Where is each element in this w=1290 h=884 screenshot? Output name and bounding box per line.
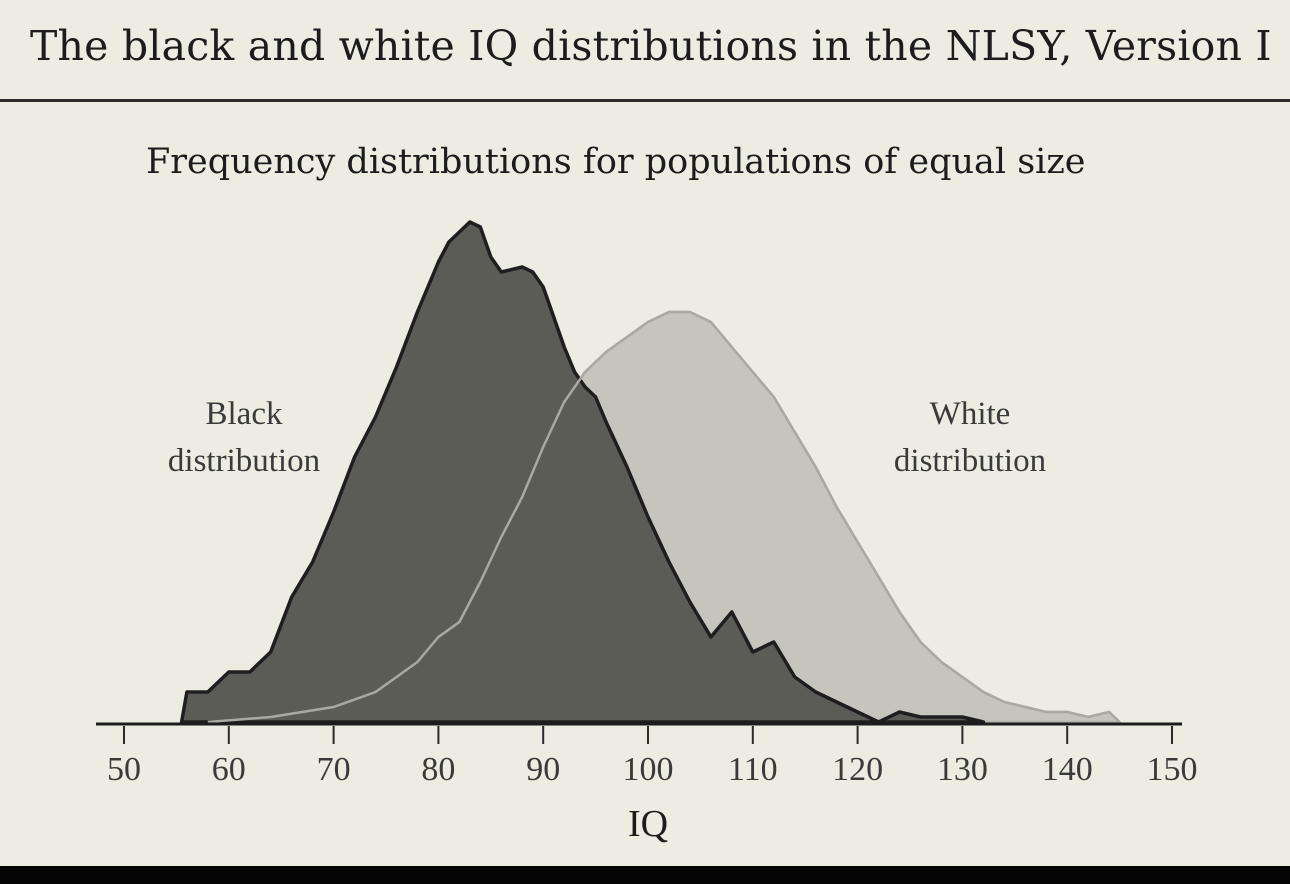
x-tick-label: 140 <box>1042 751 1093 788</box>
x-axis-label: IQ <box>628 803 668 845</box>
annotations: Black distribution White distribution <box>168 396 1046 479</box>
x-tick-label: 120 <box>832 751 883 788</box>
x-tick-label: 100 <box>623 751 674 788</box>
white-distribution-label: White distribution <box>894 396 1046 479</box>
x-tick-label: 90 <box>526 751 560 788</box>
x-tick-label: 80 <box>421 751 455 788</box>
chart-title: Frequency distributions for populations … <box>146 142 1086 182</box>
x-tick-label: 50 <box>107 751 141 788</box>
x-tick-label: 150 <box>1147 751 1198 788</box>
x-tick-label: 110 <box>728 751 778 788</box>
page-title: The black and white IQ distributions in … <box>30 22 1272 70</box>
series-layer <box>179 220 1121 724</box>
x-tick-label: 60 <box>212 751 246 788</box>
title-divider <box>0 99 1290 102</box>
x-axis-ticks: 50 60 70 80 90 100 110 120 130 140 150 <box>107 726 1198 788</box>
black-distribution-label: Black distribution <box>168 396 320 479</box>
x-tick-label: 70 <box>317 751 351 788</box>
black-distribution-area <box>179 220 986 724</box>
white-distribution-outline <box>207 310 1121 724</box>
x-tick-label: 130 <box>937 751 988 788</box>
video-bottom-bar <box>0 866 1290 884</box>
